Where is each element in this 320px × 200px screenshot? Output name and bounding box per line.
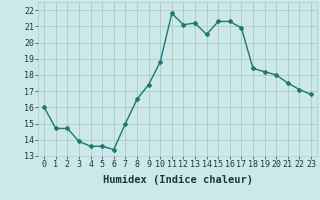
X-axis label: Humidex (Indice chaleur): Humidex (Indice chaleur) <box>103 175 252 185</box>
